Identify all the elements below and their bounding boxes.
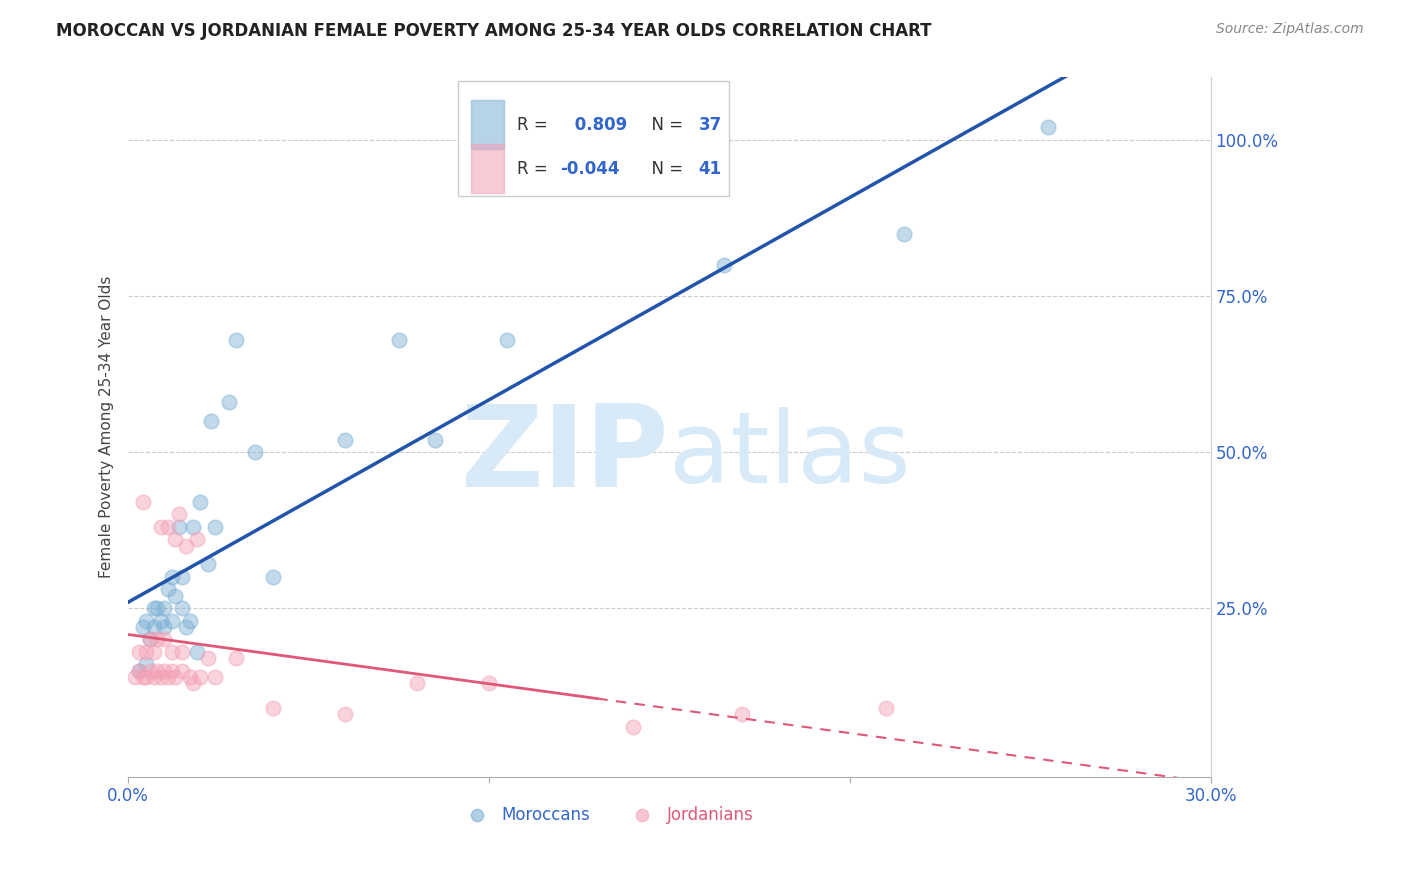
Point (149, 614, 172, 628)
Point (174, 539, 197, 553)
Text: Source: ZipAtlas.com: Source: ZipAtlas.com (1216, 22, 1364, 37)
Point (142, 620, 165, 634)
Text: N =: N = (641, 116, 689, 134)
Point (135, 657, 157, 672)
Point (167, 520, 190, 534)
Point (135, 614, 157, 628)
Point (165, 533, 187, 547)
Point (333, 433, 356, 447)
Point (179, 614, 201, 628)
Point (165, 589, 187, 603)
Point (146, 632, 169, 647)
Point (135, 645, 157, 659)
Point (225, 651, 247, 665)
Y-axis label: Female Poverty Among 25-34 Year Olds: Female Poverty Among 25-34 Year Olds (100, 276, 114, 578)
Point (172, 664, 194, 678)
Text: R =: R = (517, 160, 553, 178)
Point (190, 670, 212, 684)
Point (139, 632, 162, 647)
Point (142, 601, 165, 615)
Point (181, 520, 204, 534)
Point (131, 495, 153, 509)
Point (181, 676, 204, 690)
Point (149, 670, 172, 684)
Point (172, 645, 194, 659)
Point (135, 670, 157, 684)
Text: N =: N = (641, 160, 689, 178)
Point (128, 664, 150, 678)
Point (153, 601, 176, 615)
Point (146, 601, 169, 615)
Point (179, 670, 201, 684)
Point (131, 670, 153, 684)
Point (172, 601, 194, 615)
Point (197, 651, 219, 665)
Text: 37: 37 (699, 116, 721, 134)
Point (190, 495, 212, 509)
Text: -0.044: -0.044 (560, 160, 620, 178)
Point (197, 558, 219, 572)
Point (204, 670, 226, 684)
Point (167, 508, 190, 522)
Point (262, 701, 284, 715)
Point (186, 645, 208, 659)
Text: 41: 41 (699, 160, 721, 178)
Point (139, 632, 162, 647)
Point (156, 520, 179, 534)
Point (496, 333, 519, 347)
Point (124, 670, 146, 684)
Point (730, 707, 752, 722)
Point (160, 645, 183, 659)
Point (142, 645, 165, 659)
Point (172, 570, 194, 584)
Point (186, 533, 208, 547)
FancyBboxPatch shape (471, 100, 503, 149)
Point (225, 333, 247, 347)
Text: Jordanians: Jordanians (668, 806, 754, 824)
Point (156, 670, 179, 684)
Point (1279, 791, 1302, 805)
Point (218, 395, 240, 409)
Point (153, 620, 176, 634)
Point (160, 664, 183, 678)
Point (165, 670, 187, 684)
Point (204, 520, 226, 534)
Text: 0.809: 0.809 (569, 116, 627, 134)
Point (243, 445, 266, 459)
Point (131, 620, 153, 634)
Point (478, 676, 501, 690)
Point (128, 664, 150, 678)
Point (893, 227, 915, 241)
Point (142, 670, 165, 684)
Text: ZIP: ZIP (461, 400, 669, 510)
Point (406, 676, 429, 690)
FancyBboxPatch shape (471, 145, 503, 193)
Point (875, 701, 897, 715)
Point (621, 720, 644, 734)
Point (139, 664, 162, 678)
Text: Moroccans: Moroccans (502, 806, 591, 824)
Point (423, 433, 446, 447)
Text: R =: R = (517, 116, 553, 134)
Point (128, 645, 150, 659)
Point (149, 520, 172, 534)
FancyBboxPatch shape (458, 81, 728, 196)
Point (146, 664, 169, 678)
Point (160, 614, 183, 628)
Point (160, 570, 183, 584)
Point (1038, 120, 1060, 135)
Point (153, 632, 176, 647)
Point (174, 620, 197, 634)
Point (388, 333, 411, 347)
Point (333, 707, 356, 722)
Point (713, 258, 735, 272)
Text: atlas: atlas (669, 407, 911, 504)
Text: MOROCCAN VS JORDANIAN FEMALE POVERTY AMONG 25-34 YEAR OLDS CORRELATION CHART: MOROCCAN VS JORDANIAN FEMALE POVERTY AMO… (56, 22, 932, 40)
Point (262, 570, 284, 584)
Point (200, 414, 222, 428)
Point (153, 664, 176, 678)
Point (156, 582, 179, 597)
